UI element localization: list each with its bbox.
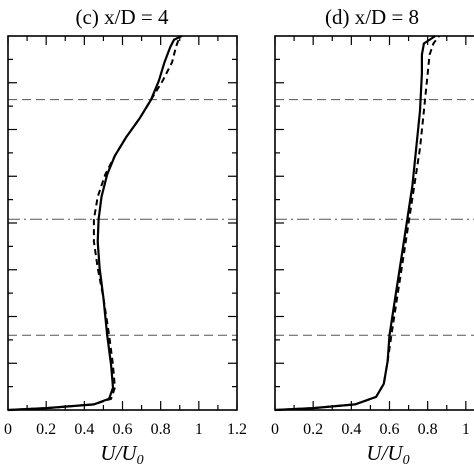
panel-d-ticks xyxy=(274,36,467,410)
panel-d-x-tick-label: 0.2 xyxy=(303,421,323,438)
panel-c-x-tick-labels: 0 0.2 0.4 0.6 0.8 1 1.2 xyxy=(4,421,247,438)
panel-c-x-tick-label: 0.4 xyxy=(74,421,94,438)
panel-d-title: (d) x/D = 8 xyxy=(325,5,419,29)
panel-d-x-tick-label: 1 xyxy=(462,421,470,438)
panel-d-frame xyxy=(274,35,474,411)
panel-c-series-dashed-line xyxy=(7,35,181,411)
panel-d-series xyxy=(274,35,440,412)
panel-c-x-tick-label: 0.2 xyxy=(36,421,56,438)
panel-d-x-tick-labels: 0 0.2 0.4 0.6 0.8 1 xyxy=(271,421,470,438)
panel-c-frame xyxy=(7,35,238,411)
panel-d-series-solid-line xyxy=(274,35,436,412)
panel-c-ticks xyxy=(7,36,238,410)
panel-c-reference-lines xyxy=(8,99,237,336)
panel-d-x-tick-label: 0.6 xyxy=(380,421,400,438)
panel-d-x-tick-label: 0.4 xyxy=(341,421,361,438)
panel-d: (d) x/D = 8 0 0.2 0.4 0.6 0.8 1 U/U0 xyxy=(271,5,474,468)
panel-d-x-tick-label: 0 xyxy=(271,421,279,438)
panel-c-x-tick-label: 1.2 xyxy=(227,421,247,438)
panel-c-series-solid-line xyxy=(7,35,183,412)
panel-c-series xyxy=(7,35,183,412)
panel-d-reference-lines xyxy=(275,99,474,336)
panel-c: (c) x/D = 4 0 0.2 0.4 0.6 0.8 1 1.2 U/U0 xyxy=(4,5,247,468)
panel-c-x-tick-label: 0.8 xyxy=(151,421,171,438)
panel-c-x-axis-label: U/U0 xyxy=(100,441,143,468)
panel-d-x-tick-label: 0.8 xyxy=(418,421,438,438)
panel-d-series-dashed-line xyxy=(274,35,440,411)
panel-c-x-tick-label: 0.6 xyxy=(113,421,133,438)
panel-c-x-tick-label: 0 xyxy=(4,421,12,438)
panel-c-x-tick-label: 1 xyxy=(195,421,203,438)
panel-c-title: (c) x/D = 4 xyxy=(76,5,169,29)
panel-d-x-axis-label: U/U0 xyxy=(366,441,409,468)
